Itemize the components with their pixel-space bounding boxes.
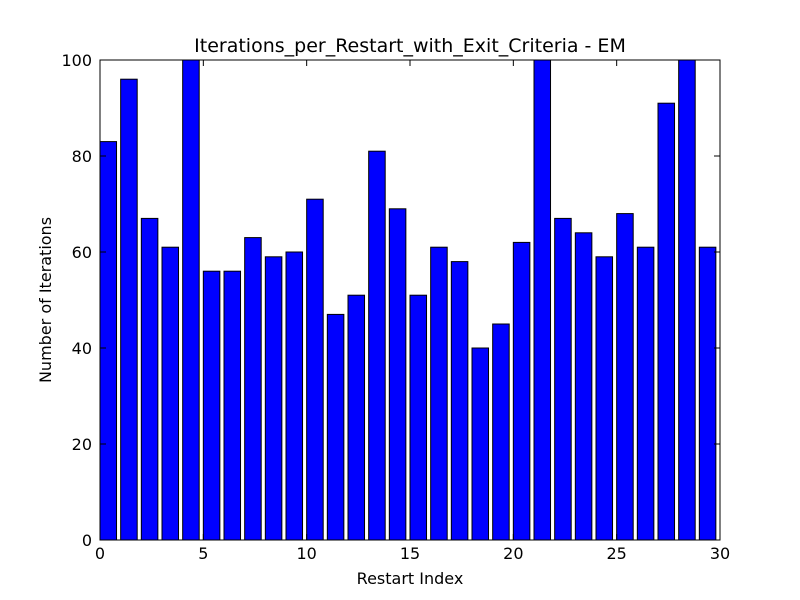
bar-29: [698, 246, 717, 541]
bars-group: [99, 59, 717, 541]
bar-1: [120, 78, 138, 541]
bar-6: [223, 270, 242, 541]
y-tick-label-60: 60: [72, 243, 92, 262]
bar-13: [368, 150, 386, 541]
tick-labels-group: 0 5 10 15 20 25 30 0 20 40 60 80 100: [61, 51, 730, 563]
bar-14: [388, 208, 407, 541]
bar-18: [471, 347, 490, 541]
ticks-group: [99, 59, 721, 541]
bar-12: [347, 294, 366, 541]
bar-28: [678, 59, 696, 541]
x-tick-label-0: 0: [95, 544, 105, 563]
bar-4: [182, 59, 200, 541]
chart-title: Iterations_per_Restart_with_Exit_Criteri…: [194, 35, 626, 57]
bar-22: [554, 217, 572, 541]
bar-23: [574, 232, 593, 541]
bar-27: [657, 102, 676, 541]
bar-15: [409, 294, 428, 541]
bar-11: [326, 313, 345, 541]
x-tick-label-5: 5: [198, 544, 208, 563]
bar-25: [616, 213, 634, 541]
bar-16: [430, 246, 448, 541]
y-tick-label-100: 100: [61, 51, 92, 70]
y-tick-label-0: 0: [82, 531, 92, 550]
bar-3: [161, 246, 180, 541]
bar-21: [533, 59, 552, 541]
bar-0: [99, 141, 118, 541]
x-tick-label-15: 15: [400, 544, 420, 563]
x-tick-label-20: 20: [503, 544, 523, 563]
bar-10: [306, 198, 324, 541]
bar-9: [285, 251, 304, 541]
bar-20: [512, 241, 531, 541]
x-axis-label: Restart Index: [357, 569, 464, 588]
x-tick-label-10: 10: [296, 544, 316, 563]
x-tick-label-30: 30: [710, 544, 730, 563]
y-tick-label-80: 80: [72, 147, 92, 166]
bar-24: [595, 256, 614, 541]
x-tick-label-25: 25: [606, 544, 626, 563]
bar-19: [492, 323, 510, 541]
bar-8: [264, 256, 283, 541]
y-axis-label: Number of Iterations: [36, 217, 55, 383]
bar-2: [140, 217, 159, 541]
y-tick-label-40: 40: [72, 339, 92, 358]
bar-26: [636, 246, 655, 541]
bar-5: [202, 270, 221, 541]
y-tick-label-20: 20: [72, 435, 92, 454]
bar-17: [450, 261, 469, 541]
bar-7: [244, 237, 262, 541]
